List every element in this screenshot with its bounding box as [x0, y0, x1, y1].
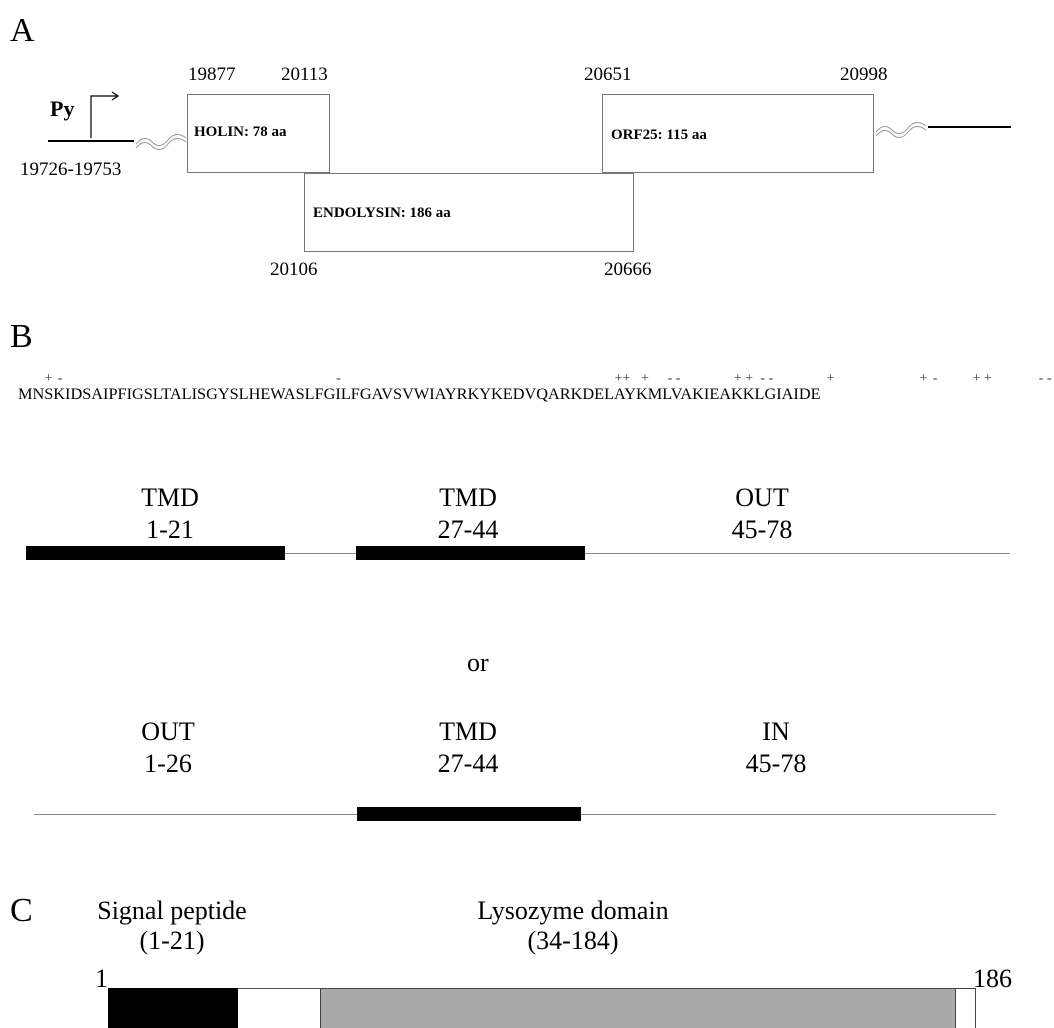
endolysin-end-coord: 20666 — [604, 259, 652, 280]
promoter-coord: 19726-19753 — [20, 159, 122, 180]
endolysin-end-residue: 186 — [973, 964, 1012, 993]
charge-marker: - - — [1038, 371, 1052, 386]
panel-b-letter: B — [10, 318, 33, 355]
topology2-region-1: OUT 1-26 — [98, 716, 238, 780]
holin-start-coord: 19877 — [188, 64, 236, 85]
topology1-tmd-1 — [26, 546, 285, 560]
endolysin-gene-box: ENDOLYSIN: 186 aa — [304, 173, 634, 252]
charge-marker: - — [932, 371, 938, 386]
break-wave-icon — [875, 122, 927, 138]
holin-end-coord: 20113 — [281, 64, 328, 85]
region-name: TMD — [141, 483, 199, 512]
break-wave-icon — [135, 134, 187, 150]
charge-marker: + — [641, 371, 649, 386]
lysozyme-domain-bar — [320, 988, 956, 1028]
region-range: 27-44 — [437, 515, 499, 544]
topology1-tmd-2 — [356, 546, 585, 560]
holin-sequence: MNSKIDSAIPFIGSLTALISGYSLHEWASLFGILFGAVSV… — [18, 384, 821, 403]
lysozyme-domain-name: Lysozyme domain — [477, 896, 669, 925]
charge-marker: - — [57, 371, 63, 386]
region-range: 1-21 — [146, 515, 194, 544]
signal-peptide-name: Signal peptide — [97, 896, 247, 925]
charge-marker: + + — [733, 371, 754, 386]
holin-gene-box: HOLIN: 78 aa — [187, 94, 330, 173]
lysozyme-domain-label: Lysozyme domain (34-184) — [460, 896, 686, 956]
signal-peptide-bar — [108, 988, 238, 1028]
charge-row: + - - ++ + - - + + - - + + - + + - - — [0, 372, 1054, 388]
charge-marker: + — [826, 371, 835, 386]
region-range: 45-78 — [745, 749, 807, 778]
charge-marker: - — [336, 371, 341, 386]
orf25-start-coord: 20651 — [584, 64, 632, 85]
topology2-region-3: IN 45-78 — [706, 716, 846, 780]
region-name: IN — [762, 717, 790, 746]
orf25-gene-label: ORF25: 115 aa — [611, 127, 707, 143]
region-name: OUT — [141, 717, 195, 746]
charge-marker: + + — [972, 371, 992, 386]
or-label: or — [467, 648, 489, 677]
topology1-region-3: OUT 45-78 — [692, 482, 832, 546]
endolysin-gene-label: ENDOLYSIN: 186 aa — [313, 205, 451, 221]
orf25-end-coord: 20998 — [840, 64, 888, 85]
charge-marker: ++ — [614, 371, 631, 386]
region-range: 1-26 — [144, 749, 192, 778]
promoter-arrow-icon — [90, 91, 120, 138]
region-name: TMD — [439, 717, 497, 746]
promoter-label: Py — [50, 96, 75, 121]
endolysin-start-residue: 1 — [95, 964, 108, 993]
charge-marker: - - — [667, 371, 681, 386]
topology1-region-2: TMD 27-44 — [398, 482, 538, 546]
panel-a-letter: A — [10, 12, 35, 49]
topology1-region-1: TMD 1-21 — [100, 482, 240, 546]
panel-c-letter: C — [10, 892, 33, 929]
charge-marker: - - — [760, 371, 774, 386]
orf25-gene-box: ORF25: 115 aa — [602, 94, 874, 173]
charge-marker: + — [44, 371, 53, 386]
topology2-tmd — [357, 807, 581, 821]
endolysin-start-coord: 20106 — [270, 259, 318, 280]
linker-bar — [238, 988, 320, 1028]
region-name: OUT — [735, 483, 789, 512]
lysozyme-domain-range: (34-184) — [527, 926, 619, 955]
signal-peptide-label: Signal peptide (1-21) — [82, 896, 262, 956]
c-terminal-bar — [956, 988, 976, 1028]
region-range: 27-44 — [437, 749, 499, 778]
upstream-line — [48, 140, 134, 142]
region-name: TMD — [439, 483, 497, 512]
topology2-region-2: TMD 27-44 — [398, 716, 538, 780]
holin-gene-label: HOLIN: 78 aa — [194, 124, 287, 140]
downstream-line — [928, 126, 1011, 128]
signal-peptide-range: (1-21) — [139, 926, 205, 955]
region-range: 45-78 — [731, 515, 793, 544]
charge-marker: + — [919, 371, 928, 386]
